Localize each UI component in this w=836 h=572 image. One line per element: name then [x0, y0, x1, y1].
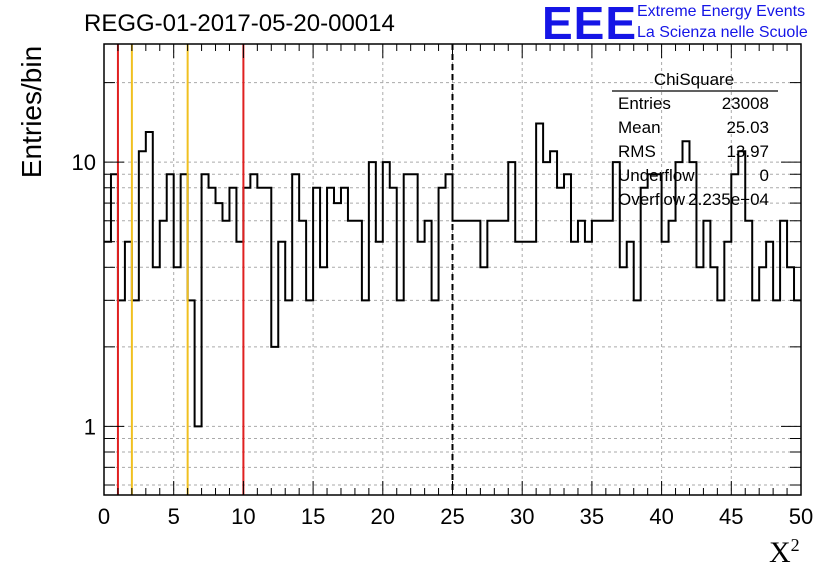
stats-value: 0 [760, 166, 769, 185]
chart-title: REGG-01-2017-05-20-00014 [84, 10, 395, 37]
stats-title: ChiSquare [654, 70, 734, 89]
x-tick-label: 40 [649, 504, 673, 529]
x-tick-label: 25 [440, 504, 464, 529]
histogram-layer [104, 122, 801, 428]
stats-box: ChiSquare Entries 23008 Mean 25.03 RMS 13.97 Un… [612, 70, 778, 209]
x-tick-label: 35 [580, 504, 604, 529]
stats-label: Underflow [618, 166, 695, 185]
axes-frame-layer: 0 5 10 15 20 25 30 35 40 45 50 1 10 [72, 43, 813, 529]
x-tick-label: 5 [168, 504, 180, 529]
stats-value: 25.03 [726, 118, 769, 137]
x-tick-label: 45 [719, 504, 743, 529]
stats-value: 2.235e+04 [688, 190, 769, 209]
logo-caption-line1: Extreme Energy Events [637, 3, 806, 20]
x-tick-label: 0 [98, 504, 110, 529]
eee-logo: EEE [542, 0, 638, 49]
histogram-outline [104, 122, 801, 428]
x-tick-label: 15 [301, 504, 325, 529]
y-tick-label: 10 [72, 150, 96, 175]
x-tick-label: 30 [510, 504, 534, 529]
stats-label: Entries [618, 94, 671, 113]
x-tick-label: 10 [231, 504, 255, 529]
vertical-lines-layer [116, 44, 454, 495]
stats-label: Mean [618, 118, 661, 137]
x-axis-label-base: X [769, 536, 791, 569]
stats-value: 13.97 [726, 142, 769, 161]
x-axis-label: X2 [769, 535, 800, 570]
x-axis-label-superscript: 2 [790, 535, 800, 555]
x-tick-label: 50 [789, 504, 813, 529]
stats-label: Overflow [618, 190, 686, 209]
stats-value: 23008 [722, 94, 769, 113]
stats-label: RMS [618, 142, 656, 161]
logo-caption-line2: La Scienza nelle Scuole [637, 24, 808, 41]
y-tick-label: 1 [84, 414, 96, 439]
x-tick-label: 20 [371, 504, 395, 529]
